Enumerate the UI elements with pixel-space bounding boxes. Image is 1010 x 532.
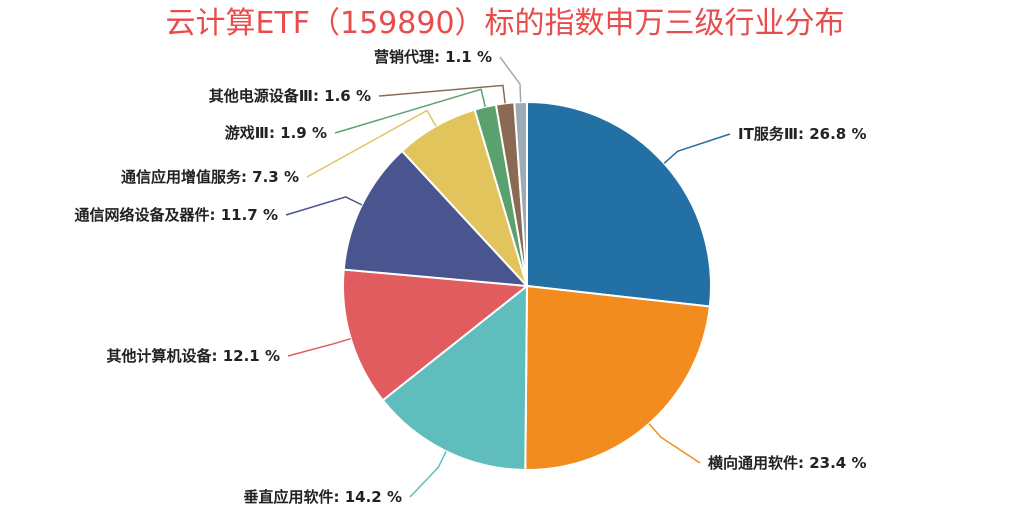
slice-1 [524,284,711,471]
slice-labels: IT服务Ⅲ: 26.8 % 横向通用软件: 23.4 % 垂直应用软件: 14.2 … [75,48,867,506]
slice-label-6: 游戏Ⅲ: 1.9 % [225,124,327,142]
pie-slices [342,100,712,472]
slice-label-2: 垂直应用软件: 14.2 % [244,488,402,506]
leader-lines [285,56,731,498]
slice-label-1: 横向通用软件: 23.4 % [708,454,866,472]
leader-line-2 [409,450,447,498]
slice-label-8: 营销代理: 1.1 % [374,48,492,66]
slice-label-5: 通信应用增值服务: 7.3 % [121,168,299,186]
leader-line-5 [306,109,437,178]
leader-line-7 [378,84,506,104]
slice-0 [526,100,712,308]
slice-label-7: 其他电源设备Ⅲ: 1.6 % [209,87,371,105]
leader-line-8 [499,56,522,103]
leader-line-4 [285,196,363,216]
slice-label-3: 其他计算机设备: 12.1 % [107,347,280,365]
leader-line-3 [287,337,351,357]
chart-title: 云计算ETF（159890）标的指数申万三级行业分布 [165,6,845,41]
leader-line-0 [663,133,731,164]
slice-label-4: 通信网络设备及器件: 11.7 % [75,206,278,224]
slice-4 [342,149,530,288]
leader-line-1 [648,423,701,464]
leader-line-6 [334,88,486,134]
slice-label-0: IT服务Ⅲ: 26.8 % [738,125,866,143]
slice-2 [381,283,529,472]
slice-3 [342,268,530,402]
